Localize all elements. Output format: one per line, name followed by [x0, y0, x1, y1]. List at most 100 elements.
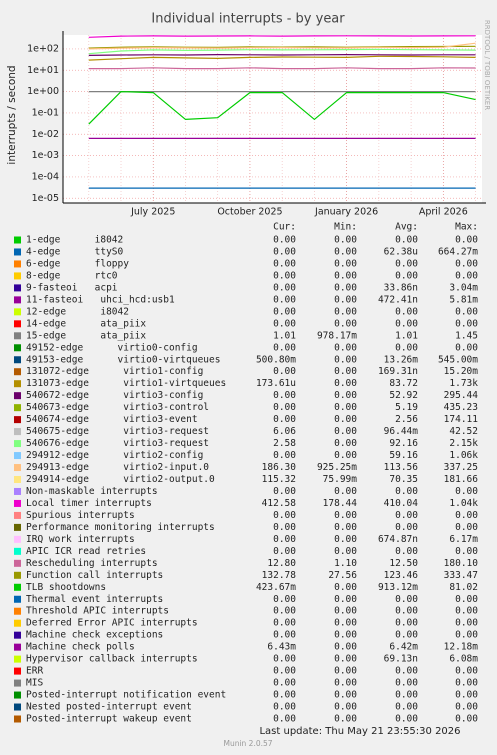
legend-value: 0.00 — [395, 714, 418, 725]
legend-swatch — [14, 523, 21, 531]
legend-value: 0.00 — [273, 678, 296, 689]
legend-label: 540675-edge virtio3-request — [26, 426, 209, 437]
legend-value: 0.00 — [273, 366, 296, 377]
legend-swatch — [14, 308, 21, 316]
legend-value: 0.00 — [334, 582, 357, 593]
legend-value: 181.66 — [444, 474, 479, 485]
legend-swatch — [14, 248, 21, 256]
legend-value: 0.00 — [334, 714, 357, 725]
legend-value: 0.00 — [455, 630, 478, 641]
legend-value: 169.31n — [378, 366, 418, 377]
legend-label: Posted-interrupt wakeup event — [26, 714, 192, 725]
legend-value: 0.00 — [273, 246, 296, 257]
legend-value: 0.00 — [273, 414, 296, 425]
legend-value: 0.00 — [273, 546, 296, 557]
legend-value: 0.00 — [273, 654, 296, 665]
legend-label: 15-edge ata_piix — [26, 330, 146, 341]
legend-value: 0.00 — [455, 258, 478, 269]
legend-label: TLB shootdowns — [26, 582, 106, 593]
legend-value: 0.00 — [273, 282, 296, 293]
legend-value: 6.17m — [449, 534, 478, 545]
legend-label: APIC ICR read retries — [26, 546, 146, 557]
legend-label: Thermal event interrupts — [26, 594, 163, 605]
legend-value: 83.72 — [389, 378, 418, 389]
legend-label: 540672-edge virtio3-config — [26, 390, 203, 401]
legend-label: 540676-edge virtio3-request — [26, 438, 209, 449]
legend-value: 2.15k — [449, 438, 478, 449]
legend-value: 0.00 — [273, 666, 296, 677]
legend-value: 96.44m — [384, 426, 419, 437]
legend-value: 113.56 — [384, 462, 419, 473]
legend-value: 0.00 — [395, 522, 418, 533]
legend-value: 500.80m — [256, 354, 296, 365]
y-tick-label: 1e+02 — [27, 43, 59, 54]
legend-value: 1.45 — [455, 330, 478, 341]
x-tick-label: October 2025 — [217, 207, 282, 218]
legend-value: 1.01 — [395, 330, 418, 341]
legend-swatch — [14, 320, 21, 328]
side-label: RRDTOOL / TOBI OETIKER — [483, 20, 491, 110]
legend-value: 174.11 — [444, 414, 479, 425]
legend-label: ERR — [26, 666, 43, 677]
legend-swatch — [14, 703, 21, 711]
legend-value: 0.00 — [395, 690, 418, 701]
legend-label: 49152-edge virtio0-config — [26, 342, 198, 353]
legend-swatch — [14, 559, 21, 567]
legend-swatch — [14, 619, 21, 627]
series-line — [88, 55, 476, 61]
legend-swatch — [14, 344, 21, 352]
legend-swatch — [14, 260, 21, 268]
y-tick-label: 1e-01 — [32, 107, 59, 118]
legend-value: 180.10 — [444, 558, 479, 569]
legend-value: 545.00m — [438, 354, 478, 365]
legend-value: 0.00 — [455, 606, 478, 617]
legend-value: 0.00 — [455, 486, 478, 497]
legend-value: 0.00 — [395, 678, 418, 689]
legend-label: 49153-edge virtio0-virtqueues — [26, 354, 220, 365]
legend-value: 0.00 — [334, 354, 357, 365]
legend-value: 0.00 — [273, 318, 296, 329]
legend-swatch — [14, 368, 21, 376]
legend-value: 0.00 — [395, 606, 418, 617]
legend-label: 11-fasteoi uhci_hcd:usb1 — [26, 294, 175, 305]
legend-value: 0.00 — [334, 594, 357, 605]
version: Munin 2.0.57 — [223, 739, 272, 748]
legend-value: 0.00 — [273, 690, 296, 701]
legend-value: 0.00 — [273, 630, 296, 641]
last-update: Last update: Thu May 21 23:55:30 2026 — [259, 726, 460, 737]
legend-label: 294912-edge virtio2-config — [26, 450, 203, 461]
legend-value: 0.00 — [455, 270, 478, 281]
series-line — [88, 90, 476, 125]
legend-value: 0.00 — [455, 318, 478, 329]
legend-value: 1.10 — [334, 558, 357, 569]
legend-swatch — [14, 476, 21, 483]
legend-value: 2.58 — [273, 438, 296, 449]
legend-value: 0.00 — [273, 390, 296, 401]
legend-value: 92.16 — [389, 438, 418, 449]
legend-swatch — [14, 511, 21, 519]
series-line — [88, 35, 476, 38]
legend-value: 0.00 — [395, 235, 418, 246]
legend-label: 540674-edge virtio3-event — [26, 414, 198, 425]
legend-value: 333.47 — [444, 570, 478, 581]
legend-value: 75.99m — [323, 474, 358, 485]
legend-swatch — [14, 487, 21, 495]
legend-swatch — [14, 691, 21, 699]
legend-value: 6.43m — [267, 642, 296, 653]
legend-value: 674.87n — [378, 534, 418, 545]
legend-value: 0.00 — [334, 282, 357, 293]
legend-value: 6.42m — [389, 642, 418, 653]
legend-value: 0.00 — [334, 390, 357, 401]
legend-value: 0.00 — [455, 678, 478, 689]
legend-swatch — [14, 416, 21, 424]
legend-value: 0.00 — [395, 666, 418, 677]
legend-value: 6.06 — [273, 426, 296, 437]
legend-swatch — [14, 464, 21, 472]
legend-value: 33.86n — [384, 282, 418, 293]
legend-value: 0.00 — [334, 606, 357, 617]
legend-swatch — [14, 667, 21, 675]
legend-value: 0.00 — [334, 318, 357, 329]
legend-value: 0.00 — [273, 606, 296, 617]
legend-value: 0.00 — [334, 294, 357, 305]
y-tick-label: 1e-02 — [32, 129, 59, 140]
